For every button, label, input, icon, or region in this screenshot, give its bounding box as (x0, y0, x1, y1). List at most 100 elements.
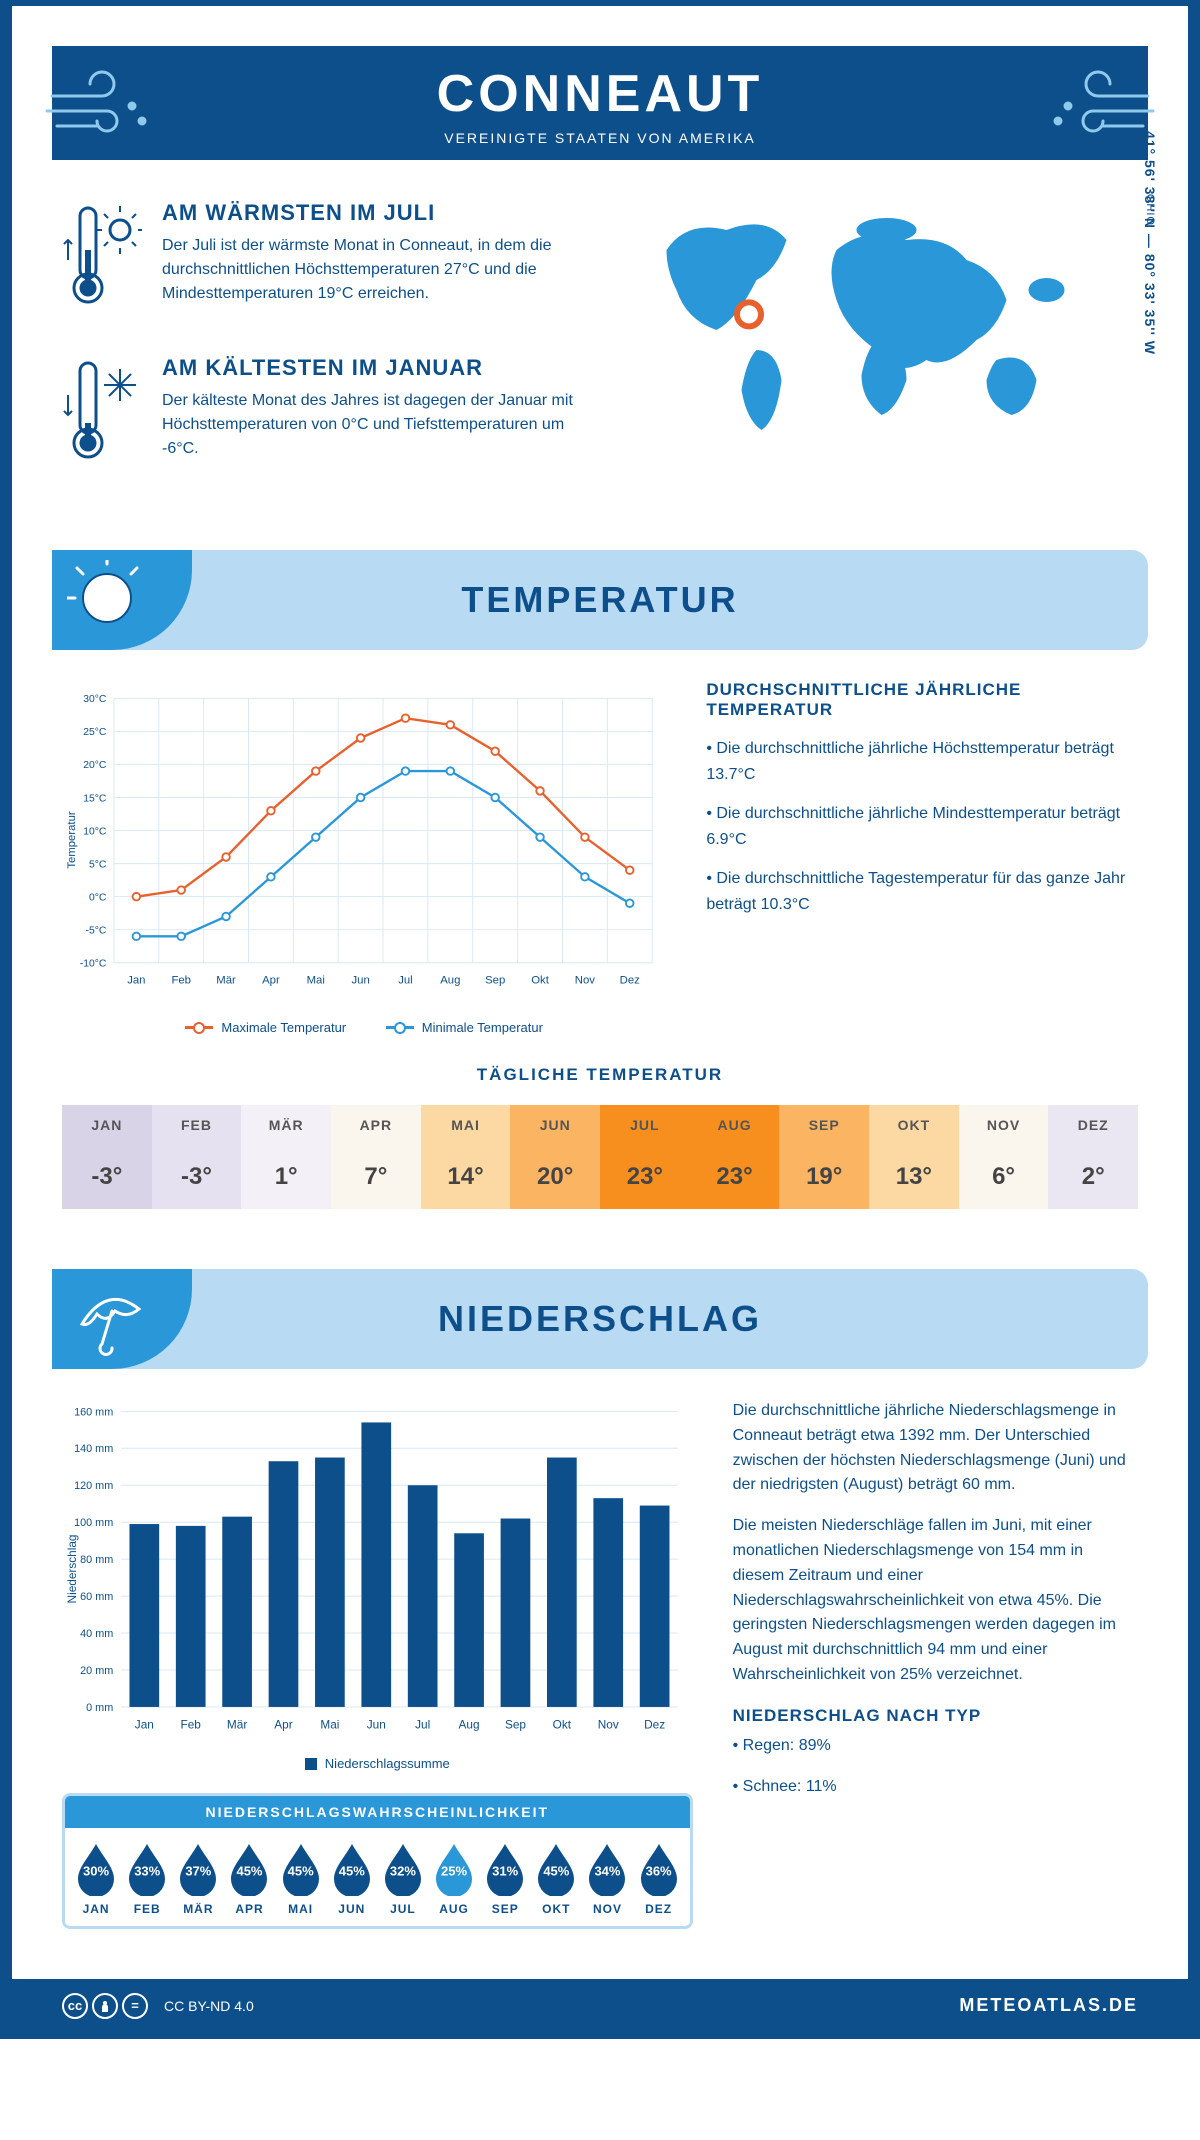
precipitation-info: Die durchschnittliche jährliche Niedersc… (733, 1399, 1138, 1929)
svg-text:Sep: Sep (505, 1718, 526, 1732)
svg-text:Okt: Okt (531, 975, 549, 987)
daily-temp-value: 6° (959, 1145, 1049, 1209)
probability-row: 30%JAN33%FEB37%MÄR45%APR45%MAI45%JUN32%J… (65, 1828, 690, 1926)
svg-text:Feb: Feb (171, 975, 191, 987)
daily-temp-value: 20° (510, 1145, 600, 1209)
probability-month: MAI (276, 1902, 326, 1916)
daily-temp-month: SEP (779, 1105, 869, 1145)
probability-cell: 31%SEP (480, 1842, 530, 1916)
precipitation-chart-area: 0 mm20 mm40 mm60 mm80 mm100 mm120 mm140 … (62, 1399, 693, 1929)
svg-text:Dez: Dez (620, 975, 640, 987)
probability-cell: 34% NOV (582, 1842, 632, 1916)
probability-month: OKT (531, 1902, 581, 1916)
svg-text:100 mm: 100 mm (74, 1517, 113, 1529)
temperature-bullet: • Die durchschnittliche Tagestemperatur … (706, 866, 1138, 917)
svg-text:Nov: Nov (575, 975, 595, 987)
fact-warm-text: Der Juli ist der wärmste Monat in Connea… (162, 234, 585, 306)
svg-text:Aug: Aug (440, 975, 460, 987)
legend-precip-label: Niederschlagssumme (325, 1756, 450, 1771)
daily-temp-cell: JAN-3° (62, 1105, 152, 1209)
raindrop-icon: 45% (330, 1842, 374, 1896)
daily-temp-cell: APR7° (331, 1105, 421, 1209)
svg-text:Mai: Mai (307, 975, 325, 987)
daily-temp-cell: AUG23° (690, 1105, 780, 1209)
svg-text:30°C: 30°C (83, 694, 107, 705)
svg-text:Jan: Jan (127, 975, 145, 987)
page-subtitle: VEREINIGTE STAATEN VON AMERIKA (52, 130, 1148, 146)
legend-max-label: Maximale Temperatur (221, 1020, 346, 1035)
temperature-info: DURCHSCHNITTLICHE JÄHRLICHE TEMPERATUR •… (706, 680, 1138, 1035)
daily-temp-section: TÄGLICHE TEMPERATUR JAN-3°FEB-3°MÄR1°APR… (12, 1065, 1188, 1249)
probability-month: APR (224, 1902, 274, 1916)
precipitation-legend: Niederschlagssumme (62, 1756, 693, 1773)
svg-text:0°C: 0°C (89, 892, 107, 903)
raindrop-icon: 45% (534, 1842, 578, 1896)
daily-temp-month: JUL (600, 1105, 690, 1145)
daily-temp-cell: OKT13° (869, 1105, 959, 1209)
svg-text:-5°C: -5°C (86, 925, 107, 936)
cc-icons: cc = (62, 1993, 148, 2019)
wind-icon-right (1038, 66, 1158, 146)
legend-max: Maximale Temperatur (185, 1020, 346, 1035)
thermometer-cold-icon (62, 355, 142, 480)
svg-text:25°C: 25°C (83, 727, 107, 738)
daily-temp-cell: JUN20° (510, 1105, 600, 1209)
daily-temp-month: DEZ (1048, 1105, 1138, 1145)
precipitation-paragraph: Die durchschnittliche jährliche Niedersc… (733, 1399, 1138, 1498)
svg-text:Mai: Mai (320, 1718, 339, 1732)
daily-temp-value: 23° (690, 1145, 780, 1209)
daily-temp-value: -3° (152, 1145, 242, 1209)
header-bar: CONNEAUT VEREINIGTE STAATEN VON AMERIKA (52, 46, 1148, 160)
svg-text:Jun: Jun (351, 975, 369, 987)
raindrop-icon: 32% (381, 1842, 425, 1896)
svg-text:160 mm: 160 mm (74, 1406, 113, 1418)
umbrella-icon (52, 1269, 192, 1369)
daily-temp-cell: JUL23° (600, 1105, 690, 1209)
svg-text:Temperatur: Temperatur (66, 811, 78, 869)
daily-temp-month: JAN (62, 1105, 152, 1145)
daily-temp-month: AUG (690, 1105, 780, 1145)
legend-precip: Niederschlagssumme (305, 1756, 450, 1771)
svg-text:40 mm: 40 mm (80, 1628, 113, 1640)
temperature-info-title: DURCHSCHNITTLICHE JÄHRLICHE TEMPERATUR (706, 680, 1138, 720)
probability-band: NIEDERSCHLAGSWAHRSCHEINLICHKEIT 30%JAN33… (62, 1793, 693, 1929)
daily-temp-value: 7° (331, 1145, 421, 1209)
probability-cell: 32% JUL (378, 1842, 428, 1916)
footer-left: cc = CC BY-ND 4.0 (62, 1993, 254, 2019)
precip-type-bullet: • Regen: 89% (733, 1734, 1138, 1759)
by-icon (92, 1993, 118, 2019)
probability-cell: 30%JAN (71, 1842, 121, 1916)
daily-temp-cell: FEB-3° (152, 1105, 242, 1209)
probability-cell: 36%DEZ (634, 1842, 684, 1916)
precip-type-title: NIEDERSCHLAG NACH TYP (733, 1706, 1138, 1726)
svg-text:60 mm: 60 mm (80, 1591, 113, 1603)
probability-cell: 33%FEB (122, 1842, 172, 1916)
daily-temp-month: MAI (421, 1105, 511, 1145)
temperature-title: TEMPERATUR (461, 579, 738, 621)
svg-text:-10°C: -10°C (80, 959, 107, 970)
inner-container: CONNEAUT VEREINIGTE STAATEN VON AMERIKA (12, 46, 1188, 2033)
temperature-legend: Maximale Temperatur Minimale Temperatur (62, 1017, 666, 1035)
probability-month: JUL (378, 1902, 428, 1916)
daily-temp-value: 19° (779, 1145, 869, 1209)
raindrop-icon: 36% (637, 1842, 681, 1896)
daily-temp-title: TÄGLICHE TEMPERATUR (62, 1065, 1138, 1085)
raindrop-icon: 34% (585, 1842, 629, 1896)
daily-temp-cell: MÄR1° (241, 1105, 331, 1209)
daily-temp-cell: DEZ2° (1048, 1105, 1138, 1209)
probability-title: NIEDERSCHLAGSWAHRSCHEINLICHKEIT (65, 1796, 690, 1828)
intro-facts: AM WÄRMSTEN IM JULI Der Juli ist der wär… (62, 200, 585, 510)
probability-cell: 45% OKT (531, 1842, 581, 1916)
svg-text:Apr: Apr (274, 1718, 292, 1732)
temperature-bullet: • Die durchschnittliche jährliche Mindes… (706, 801, 1138, 852)
fact-warm: AM WÄRMSTEN IM JULI Der Juli ist der wär… (62, 200, 585, 325)
precipitation-content: 0 mm20 mm40 mm60 mm80 mm100 mm120 mm140 … (12, 1399, 1188, 1959)
daily-temp-month: MÄR (241, 1105, 331, 1145)
svg-text:Mär: Mär (227, 1718, 247, 1732)
raindrop-icon: 25% (432, 1842, 476, 1896)
temperature-section-band: TEMPERATUR (52, 550, 1148, 650)
probability-month: NOV (582, 1902, 632, 1916)
raindrop-icon: 31% (483, 1842, 527, 1896)
daily-temp-value: 13° (869, 1145, 959, 1209)
svg-text:Nov: Nov (598, 1718, 619, 1732)
